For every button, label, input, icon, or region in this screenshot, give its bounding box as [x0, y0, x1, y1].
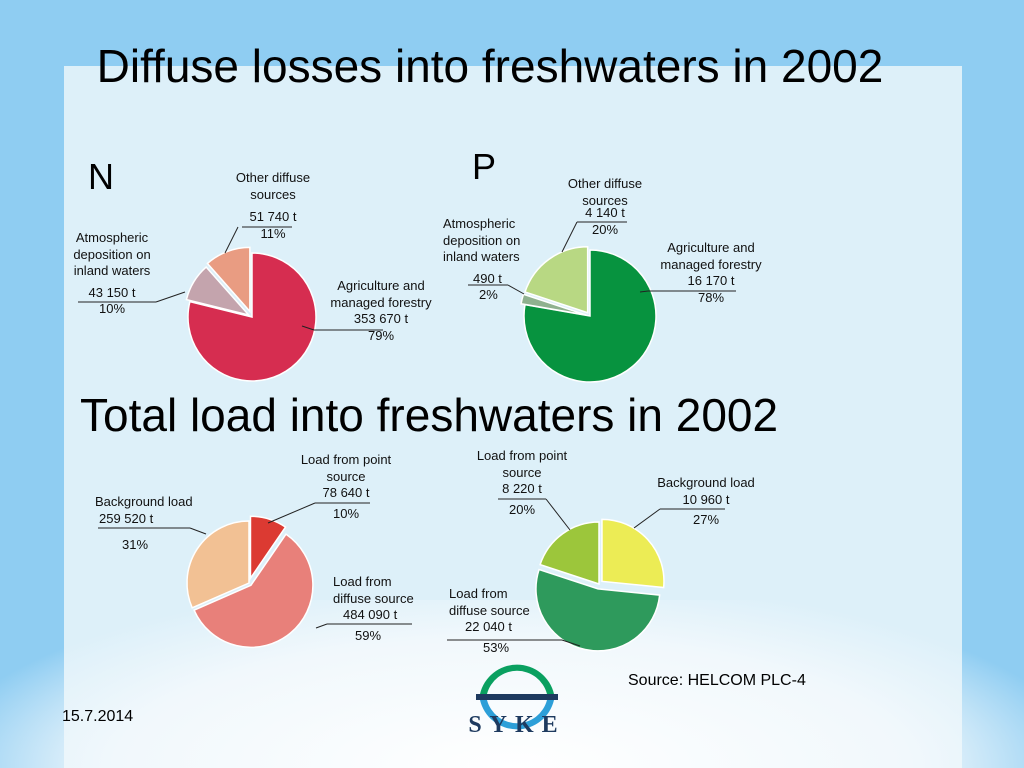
pie-slice [193, 533, 314, 649]
pie-slice [601, 518, 665, 589]
slide-title: Diffuse losses into freshwaters in 2002 [96, 40, 884, 92]
pie-slice [523, 249, 657, 383]
source-note: Source: HELCOM PLC-4 [628, 672, 806, 689]
leader-line [315, 623, 328, 629]
leader-line [224, 226, 239, 254]
chart-title-p: P [472, 146, 497, 187]
leader-line [633, 508, 661, 529]
leader-line [189, 527, 207, 535]
total-n-background-label: Background load 259 520 t 31% [95, 494, 193, 552]
pie-slice [535, 568, 661, 652]
chart-title-n: N [88, 156, 114, 197]
pie-slice [186, 520, 250, 609]
pie-slice [187, 252, 317, 382]
p-other-label: Other diffuse sources 4 140 t 20% [567, 176, 643, 237]
leader-line [561, 639, 581, 647]
n-atmospheric-label: Atmospheric deposition on inland waters … [73, 230, 151, 316]
leader-line [545, 498, 571, 531]
total-p-point-label: Load from point source 8 220 t 20% [476, 448, 568, 517]
leader-line [561, 221, 578, 253]
n-other-label: Other diffuse sources 51 740 t 11% [235, 170, 311, 241]
leader-line [267, 502, 316, 524]
pie-slice [539, 521, 600, 586]
n-agriculture-label: Agriculture and managed forestry 353 670… [330, 278, 432, 343]
p-atmospheric-label: Atmospheric deposition on inland waters … [443, 216, 521, 302]
total-p-diffuse-label: Load from diffuse source 22 040 t 53% [449, 586, 530, 655]
slide-subtitle: Total load into freshwaters in 2002 [80, 389, 779, 441]
pie-slice [249, 515, 287, 581]
syke-logo-text: SYKE [468, 712, 566, 738]
leader-line [639, 290, 649, 293]
pie-slice [524, 246, 589, 314]
p-agriculture-label: Agriculture and managed forestry 16 170 … [660, 240, 762, 305]
total-n-point-label: Load from point source 78 640 t 10% [300, 452, 392, 521]
pie-slice [185, 265, 251, 317]
total-n-diffuse-label: Load from diffuse source 484 090 t 59% [333, 574, 414, 643]
leader-line [301, 325, 315, 331]
syke-logo [476, 664, 558, 730]
panel-glow [0, 600, 1024, 768]
pie-slice [206, 246, 251, 314]
leader-line [155, 291, 186, 303]
leader-line [507, 284, 525, 295]
slide-date: 15.7.2014 [62, 708, 134, 725]
total-p-background-label: Background load 10 960 t 27% [657, 475, 755, 527]
